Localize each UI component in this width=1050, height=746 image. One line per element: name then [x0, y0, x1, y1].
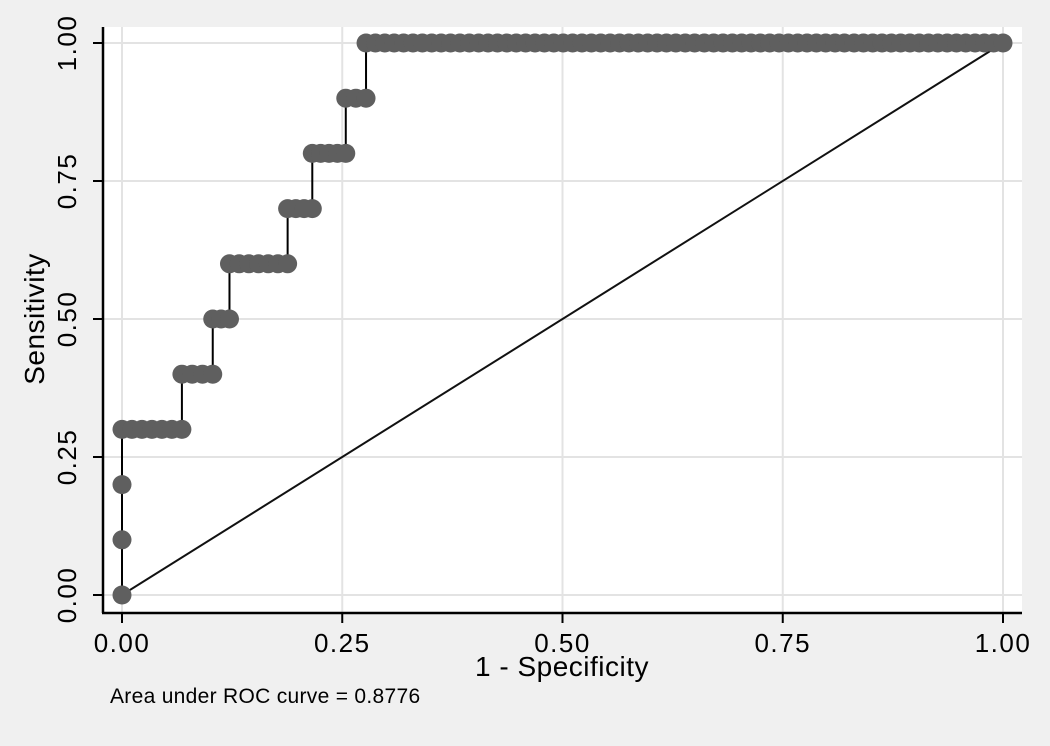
- x-axis-title: 1 - Specificity: [475, 651, 649, 682]
- auc-caption: Area under ROC curve = 0.8776: [110, 685, 420, 708]
- roc-dot: [112, 585, 132, 605]
- reference-line-layer: [121, 42, 1004, 596]
- diagonal-reference-line: [121, 42, 1004, 596]
- roc-dot: [302, 199, 322, 219]
- y-tick-label: 0.25: [52, 429, 82, 486]
- roc-dot: [993, 33, 1013, 53]
- roc-dot: [278, 254, 298, 274]
- roc-dot: [172, 419, 192, 439]
- y-tick-label: 0.50: [52, 291, 82, 348]
- y-tick-label: 0.75: [52, 153, 82, 210]
- x-tick-label: 0.00: [94, 628, 151, 658]
- x-tick-label: 0.50: [534, 628, 591, 658]
- roc-dot: [336, 143, 356, 163]
- y-tick-label: 1.00: [52, 15, 82, 72]
- tick-marks: [93, 42, 1004, 623]
- roc-markers-layer: [112, 33, 1013, 605]
- roc-dot: [203, 364, 223, 384]
- x-tick-label: 1.00: [975, 628, 1032, 658]
- x-tick-label: 0.25: [314, 628, 371, 658]
- roc-dot: [112, 475, 132, 495]
- x-tick-label: 0.75: [754, 628, 811, 658]
- roc-dot: [112, 530, 132, 550]
- roc-dot: [356, 88, 376, 108]
- y-tick-label: 0.00: [52, 567, 82, 624]
- y-axis-title: Sensitivity: [19, 253, 50, 385]
- roc-dot: [219, 309, 239, 329]
- tick-labels: 0.00 0.25 0.50 0.75 1.00 0.00 0.25 0.50 0.75 1.00: [52, 15, 1032, 658]
